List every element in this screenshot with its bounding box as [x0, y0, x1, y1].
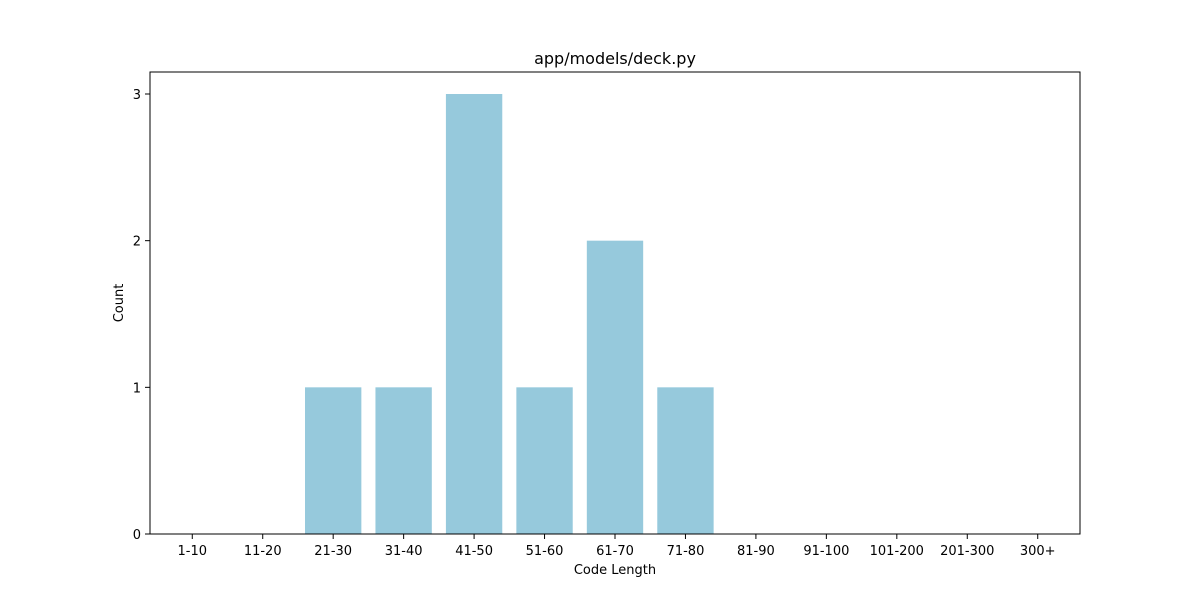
- x-tick-label: 11-20: [244, 544, 282, 559]
- x-tick-label: 71-80: [667, 544, 705, 559]
- x-tick-label: 21-30: [314, 544, 352, 559]
- bar-41-50: [445, 94, 503, 534]
- bar-71-80: [657, 387, 714, 534]
- bar-21-30: [305, 387, 362, 534]
- y-tick-label: 0: [133, 528, 141, 543]
- x-tick-label: 41-50: [455, 544, 493, 559]
- x-tick-label: 91-100: [803, 544, 849, 559]
- bar-61-70: [586, 240, 644, 535]
- y-tick-label: 3: [133, 88, 141, 103]
- x-tick-label: 61-70: [596, 544, 634, 559]
- x-tick-label: 81-90: [737, 544, 775, 559]
- bars-group: [305, 94, 714, 535]
- y-axis-label: Count: [112, 284, 127, 323]
- y-axis-ticks: 0 1 2 3: [133, 88, 150, 543]
- x-tick-label: 300+: [1020, 544, 1056, 559]
- x-axis-ticks: 1-10 11-20 21-30 31-40 41-50 51-60 61-70 71-80 8…: [178, 534, 1056, 559]
- bar-31-40: [375, 387, 432, 534]
- x-tick-label: 101-200: [870, 544, 924, 559]
- bar-51-60: [516, 387, 573, 534]
- y-tick-label: 1: [133, 381, 141, 396]
- x-tick-label: 51-60: [526, 544, 564, 559]
- x-tick-label: 201-300: [940, 544, 994, 559]
- y-tick-label: 2: [133, 235, 141, 250]
- x-tick-label: 1-10: [178, 544, 208, 559]
- x-axis-label: Code Length: [574, 563, 656, 578]
- chart-title: app/models/deck.py: [534, 49, 696, 68]
- x-tick-label: 31-40: [385, 544, 423, 559]
